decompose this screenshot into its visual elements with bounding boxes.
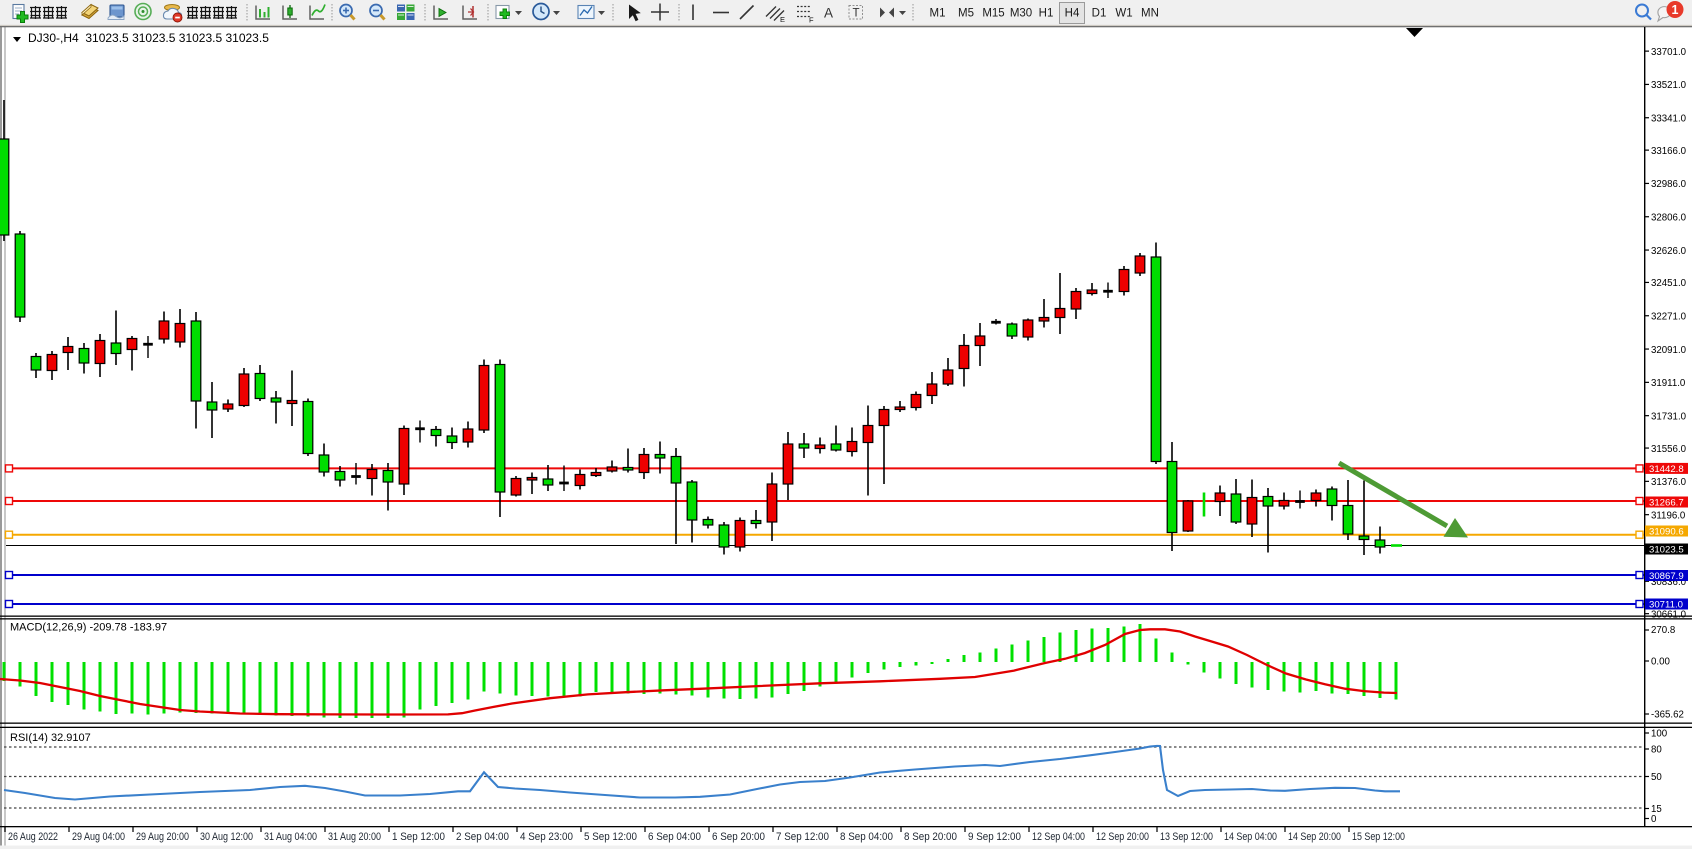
- svg-text:31 Aug 04:00: 31 Aug 04:00: [264, 831, 317, 843]
- svg-text:30 Aug 12:00: 30 Aug 12:00: [200, 831, 253, 843]
- svg-text:33521.0: 33521.0: [1651, 80, 1687, 91]
- svg-text:12 Sep 04:00: 12 Sep 04:00: [1032, 831, 1085, 843]
- svg-text:33341.0: 33341.0: [1651, 114, 1687, 125]
- svg-text:29 Aug 20:00: 29 Aug 20:00: [136, 831, 189, 843]
- svg-text:31731.0: 31731.0: [1651, 411, 1687, 422]
- svg-text:14 Sep 20:00: 14 Sep 20:00: [1288, 831, 1341, 843]
- svg-text:D1: D1: [1092, 8, 1107, 20]
- svg-text:6 Sep 20:00: 6 Sep 20:00: [712, 831, 765, 843]
- svg-text:T: T: [853, 8, 860, 20]
- svg-text:31 Aug 20:00: 31 Aug 20:00: [328, 831, 381, 843]
- svg-text:12 Sep 20:00: 12 Sep 20:00: [1096, 831, 1149, 843]
- svg-text:31266.7: 31266.7: [1649, 497, 1684, 508]
- svg-text:30867.9: 30867.9: [1649, 571, 1684, 582]
- svg-text:6 Sep 04:00: 6 Sep 04:00: [648, 831, 701, 843]
- svg-text:30711.0: 30711.0: [1649, 599, 1683, 610]
- svg-text:5 Sep 12:00: 5 Sep 12:00: [584, 831, 637, 843]
- svg-text:A: A: [824, 6, 833, 21]
- svg-text:32091.0: 32091.0: [1651, 345, 1687, 356]
- svg-text:1: 1: [1672, 3, 1679, 17]
- svg-text:13 Sep 12:00: 13 Sep 12:00: [1160, 831, 1213, 843]
- svg-text:33166.0: 33166.0: [1651, 146, 1687, 157]
- svg-text:0.00: 0.00: [1651, 656, 1670, 667]
- svg-text:H4: H4: [1065, 8, 1080, 20]
- svg-text:32451.0: 32451.0: [1651, 278, 1687, 289]
- svg-text:1 Sep 12:00: 1 Sep 12:00: [392, 831, 445, 843]
- svg-text:31376.0: 31376.0: [1651, 477, 1687, 488]
- svg-text:M30: M30: [1010, 8, 1032, 20]
- svg-text:80: 80: [1651, 745, 1662, 756]
- svg-text:M1: M1: [930, 8, 946, 20]
- svg-text:DJ30-,H4 31023.5 31023.5 3102: DJ30-,H4 31023.5 31023.5 31023.5 31023.5: [28, 31, 269, 45]
- svg-text:33701.0: 33701.0: [1651, 47, 1687, 58]
- svg-text:MN: MN: [1141, 8, 1159, 20]
- svg-text:0: 0: [1651, 814, 1657, 825]
- svg-text:8 Sep 20:00: 8 Sep 20:00: [904, 831, 957, 843]
- svg-text:M5: M5: [958, 8, 974, 20]
- svg-text:14 Sep 04:00: 14 Sep 04:00: [1224, 831, 1277, 843]
- svg-text:M15: M15: [982, 8, 1004, 20]
- svg-text:50: 50: [1651, 772, 1662, 783]
- svg-text:32271.0: 32271.0: [1651, 312, 1687, 323]
- svg-text:31442.8: 31442.8: [1649, 464, 1684, 475]
- svg-text:31911.0: 31911.0: [1651, 378, 1686, 389]
- svg-text:8 Sep 04:00: 8 Sep 04:00: [840, 831, 893, 843]
- svg-text:H1: H1: [1039, 8, 1054, 20]
- svg-text:-365.62: -365.62: [1651, 709, 1684, 720]
- svg-text:100: 100: [1651, 729, 1668, 740]
- svg-text:270.8: 270.8: [1651, 625, 1675, 636]
- svg-text:32806.0: 32806.0: [1651, 213, 1687, 224]
- svg-text:4 Sep 23:00: 4 Sep 23:00: [520, 831, 573, 843]
- svg-text:30661.0: 30661.0: [1651, 609, 1687, 620]
- svg-text:29 Aug 04:00: 29 Aug 04:00: [72, 831, 125, 843]
- svg-text:30836.0: 30836.0: [1651, 577, 1687, 588]
- svg-text:7 Sep 12:00: 7 Sep 12:00: [776, 831, 829, 843]
- svg-text:E: E: [780, 15, 785, 24]
- svg-text:15 Sep 12:00: 15 Sep 12:00: [1352, 831, 1405, 843]
- svg-text:F: F: [809, 16, 814, 25]
- svg-text:MACD(12,26,9) -209.78 -183.97: MACD(12,26,9) -209.78 -183.97: [10, 622, 167, 634]
- svg-text:31196.0: 31196.0: [1651, 510, 1686, 521]
- svg-text:26 Aug 2022: 26 Aug 2022: [8, 831, 58, 843]
- svg-text:32626.0: 32626.0: [1651, 246, 1687, 257]
- svg-text:9 Sep 12:00: 9 Sep 12:00: [968, 831, 1021, 843]
- svg-text:31023.5: 31023.5: [1649, 544, 1684, 555]
- svg-text:31556.0: 31556.0: [1651, 444, 1687, 455]
- svg-text:31090.6: 31090.6: [1649, 526, 1684, 537]
- svg-text:RSI(14) 32.9107: RSI(14) 32.9107: [10, 732, 91, 744]
- svg-text:32986.0: 32986.0: [1651, 179, 1687, 190]
- svg-text:W1: W1: [1115, 8, 1132, 20]
- svg-text:2 Sep 04:00: 2 Sep 04:00: [456, 831, 509, 843]
- svg-text:15: 15: [1651, 804, 1662, 815]
